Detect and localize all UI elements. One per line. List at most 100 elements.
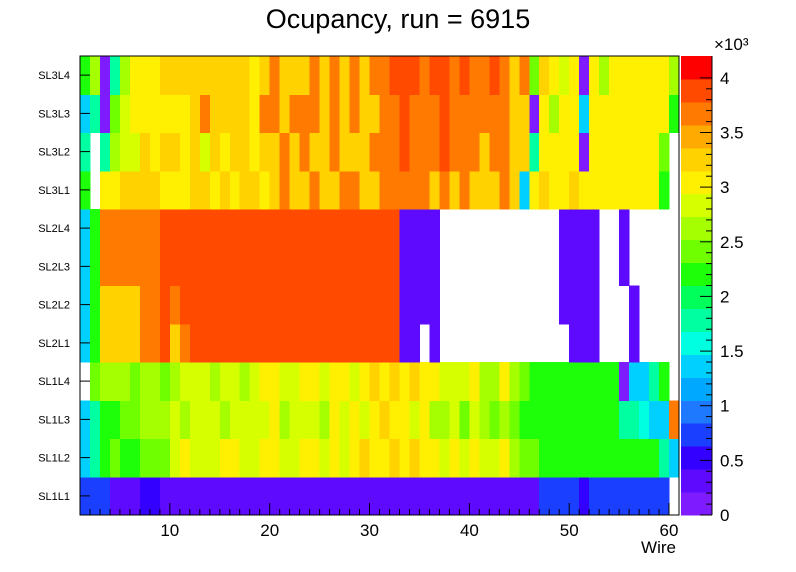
heatmap-cell [319, 362, 331, 401]
heatmap-cell [409, 170, 421, 210]
heatmap-cell [429, 362, 440, 401]
heatmap-cell [219, 94, 231, 134]
heatmap-cell [609, 94, 620, 134]
heatmap-cell [169, 170, 181, 210]
heatmap-cell [419, 94, 431, 134]
heatmap-cell [99, 438, 111, 478]
heatmap-cell [259, 285, 271, 325]
heatmap-cell [619, 132, 630, 172]
heatmap-cell [229, 285, 241, 325]
colorbar-tick-label: 4 [720, 69, 729, 88]
heatmap-cell [539, 56, 550, 95]
heatmap-cell [149, 56, 161, 95]
heatmap-cell [539, 132, 550, 172]
heatmap-cell [99, 209, 111, 248]
heatmap-cell [649, 476, 660, 516]
colorbar-segment [681, 469, 712, 493]
heatmap-cell [339, 170, 351, 210]
heatmap-cell [449, 132, 460, 172]
heatmap-cell [369, 476, 381, 516]
heatmap-cell [239, 476, 251, 516]
heatmap-cell [419, 362, 431, 401]
heatmap-cell [129, 323, 141, 363]
heatmap-cell [199, 438, 211, 478]
colorbar-segment [681, 354, 712, 378]
heatmap-cell [579, 209, 590, 248]
heatmap-cell [199, 209, 211, 248]
heatmap-cell [189, 400, 201, 440]
heatmap-cell [129, 476, 141, 516]
heatmap-cell [379, 170, 391, 210]
colorbar-segment [681, 308, 712, 332]
heatmap-cell [209, 362, 221, 401]
heatmap-cell [549, 476, 560, 516]
heatmap-cell [449, 170, 460, 210]
heatmap-cell [279, 132, 291, 172]
x-tick-label: 50 [560, 521, 579, 540]
heatmap-cell [339, 285, 351, 325]
heatmap-cell [569, 209, 580, 248]
heatmap-cell [339, 476, 351, 516]
colorbar-tick-label: 0 [720, 506, 729, 525]
heatmap-cell [279, 476, 291, 516]
heatmap-cell [409, 285, 421, 325]
heatmap-cell [669, 94, 680, 134]
heatmap-cell [389, 209, 401, 248]
heatmap-cell [259, 400, 271, 440]
heatmap-cell [319, 400, 331, 440]
heatmap-cell [99, 94, 111, 134]
heatmap-cell [169, 209, 181, 248]
x-tick-label: 60 [660, 521, 679, 540]
heatmap-cell [119, 400, 131, 440]
colorbar-segment [681, 170, 712, 195]
heatmap-cell [319, 132, 331, 172]
heatmap-cell [159, 400, 171, 440]
heatmap-cell [99, 323, 111, 363]
heatmap-cell [639, 170, 650, 210]
heatmap-cell [259, 476, 271, 516]
colorbar-tick-label: 2.5 [720, 233, 744, 252]
heatmap-cell [109, 476, 121, 516]
heatmap-cell [339, 323, 351, 363]
heatmap-cell [239, 400, 251, 440]
heatmap-cell [659, 438, 670, 478]
heatmap-cell [369, 170, 381, 210]
heatmap-cell [489, 56, 500, 95]
heatmap-cell [399, 362, 411, 401]
heatmap-cell [219, 170, 231, 210]
heatmap-cell [139, 170, 151, 210]
heatmap-cell [479, 170, 490, 210]
heatmap-cell [569, 170, 580, 210]
heatmap-cell [579, 285, 590, 325]
heatmap-cell [339, 400, 351, 440]
heatmap-cell [439, 476, 450, 516]
heatmap-cell [249, 247, 261, 287]
heatmap-cell [579, 438, 590, 478]
heatmap-cell [219, 362, 231, 401]
heatmap-cell [499, 438, 510, 478]
heatmap-cell [319, 56, 331, 95]
heatmap-cell [169, 438, 181, 478]
heatmap-cell [179, 476, 191, 516]
heatmap-cell [489, 476, 500, 516]
heatmap-cell [159, 362, 171, 401]
row-label: SL3L2 [38, 147, 70, 159]
heatmap-cell [199, 362, 211, 401]
heatmap-cell [589, 400, 600, 440]
heatmap-cell [119, 94, 131, 134]
heatmap-cell [519, 56, 530, 95]
heatmap-cell [309, 400, 321, 440]
heatmap-cell [379, 209, 391, 248]
heatmap-cell [579, 323, 590, 363]
heatmap-cell [659, 132, 670, 172]
heatmap-cell [169, 247, 181, 287]
heatmap-cell [359, 438, 371, 478]
heatmap-cell [589, 56, 600, 95]
heatmap-cell [569, 247, 580, 287]
heatmap-cell [89, 476, 101, 516]
heatmap-cell [359, 285, 371, 325]
colorbar-segment [681, 101, 712, 126]
heatmap-cell [279, 323, 291, 363]
heatmap-cell [359, 247, 371, 287]
colorbar-tick-label: 2 [720, 287, 729, 306]
